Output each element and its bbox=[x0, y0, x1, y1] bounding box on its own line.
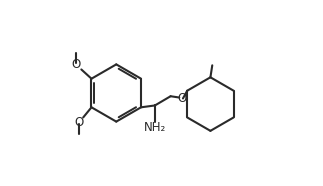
Text: O: O bbox=[71, 58, 80, 71]
Text: NH₂: NH₂ bbox=[144, 121, 166, 134]
Text: O: O bbox=[177, 92, 186, 105]
Text: O: O bbox=[74, 116, 83, 129]
